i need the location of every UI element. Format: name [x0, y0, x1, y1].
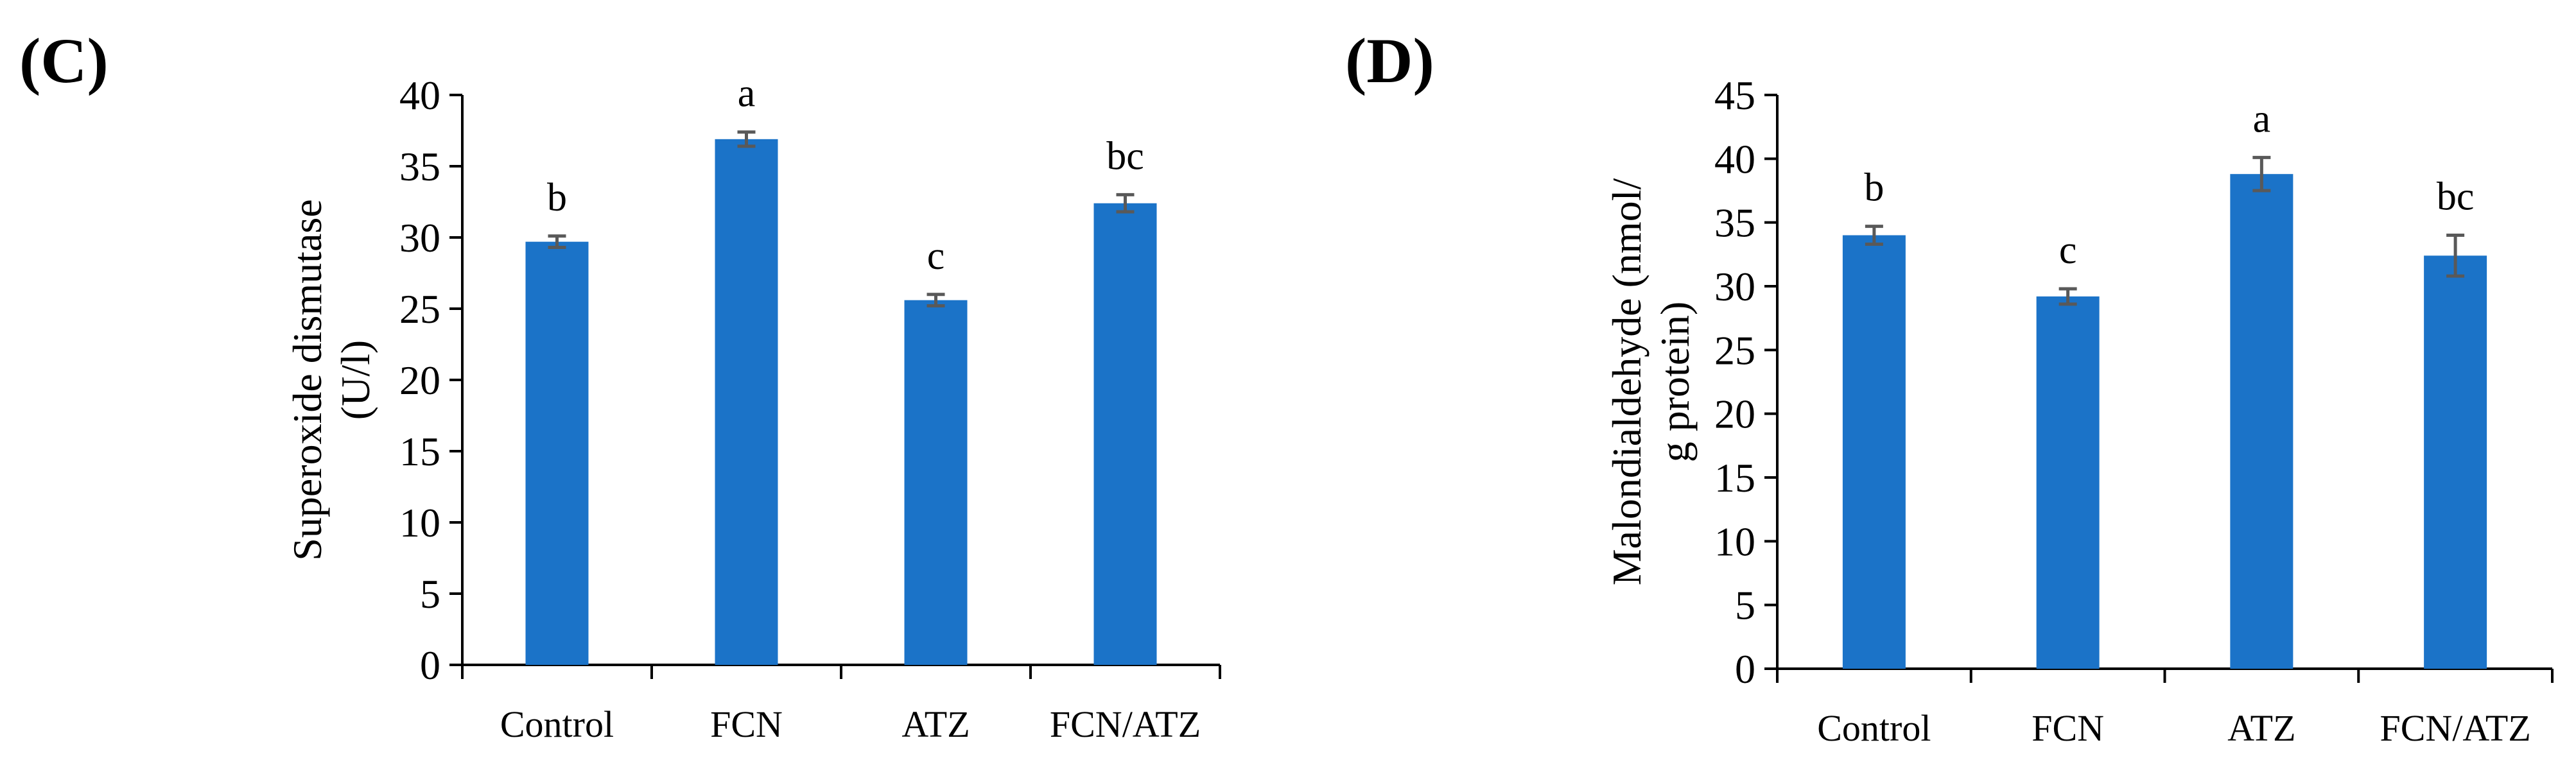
y-axis-title-line-2: g protein)	[1652, 302, 1698, 463]
y-tick-label: 5	[420, 571, 440, 617]
y-tick-label: 20	[399, 357, 440, 403]
y-tick-label: 15	[399, 429, 440, 474]
y-tick-label: 25	[399, 286, 440, 332]
y-tick-label: 35	[399, 144, 440, 189]
y-tick-label: 40	[1714, 136, 1755, 182]
x-category-label: Control	[1817, 707, 1931, 749]
y-tick-label: 15	[1714, 455, 1755, 501]
y-tick-label: 10	[399, 500, 440, 546]
x-category-label: ATZ	[901, 703, 970, 745]
chart-panel-d: (D) 0 5 10 15 20 25 30 35 40 45 Malondialdehyde (nm…	[1345, 25, 2554, 749]
x-category-label: FCN/ATZ	[1050, 703, 1201, 745]
y-tick-label: 10	[1714, 519, 1755, 564]
x-category-label: FCN	[2032, 707, 2104, 749]
bar-fcn	[2036, 296, 2100, 669]
y-tick-label: 45	[1714, 73, 1755, 118]
bar-fcn-atz	[1093, 203, 1157, 666]
significance-label: b	[1864, 166, 1884, 210]
x-category-label: ATZ	[2227, 707, 2295, 749]
bar-fcn-atz	[2424, 255, 2487, 669]
x-category-label: Control	[500, 703, 614, 745]
y-tick-label: 40	[399, 73, 440, 118]
y-tick-label: 35	[1714, 200, 1755, 246]
significance-label: bc	[1106, 134, 1144, 178]
significance-label: b	[547, 176, 567, 219]
significance-label: a	[738, 72, 756, 116]
chart-panel-c: (C) 0 5 10 15 20 25 30 35 40 Superoxide dismutase(…	[19, 25, 1221, 745]
panel-label: (C)	[19, 25, 109, 96]
bar-atz	[2230, 174, 2293, 669]
bar-control	[525, 241, 589, 665]
y-axis-title-line-1: Superoxide dismutase	[284, 199, 330, 560]
x-category-label: FCN/ATZ	[2380, 707, 2530, 749]
bar-atz	[904, 300, 968, 665]
y-tick-label: 30	[1714, 264, 1755, 309]
y-tick-label: 5	[1735, 583, 1755, 628]
significance-label: c	[2059, 228, 2077, 272]
y-tick-label: 20	[1714, 391, 1755, 437]
y-axis-title-line-1: Malondialdehyde (nmol/	[1604, 178, 1649, 586]
significance-label: c	[927, 234, 945, 278]
y-axis-title-line-2: (U/l)	[333, 340, 378, 420]
bar-control	[1842, 235, 1906, 669]
x-category-label: FCN	[710, 703, 783, 745]
significance-label: bc	[2437, 175, 2475, 219]
significance-label: a	[2253, 97, 2271, 141]
y-tick-label: 30	[399, 215, 440, 261]
panel-label: (D)	[1345, 25, 1434, 96]
bar-fcn	[715, 139, 778, 665]
y-tick-label: 0	[420, 642, 440, 688]
y-tick-label: 0	[1735, 646, 1755, 692]
y-tick-label: 25	[1714, 327, 1755, 373]
